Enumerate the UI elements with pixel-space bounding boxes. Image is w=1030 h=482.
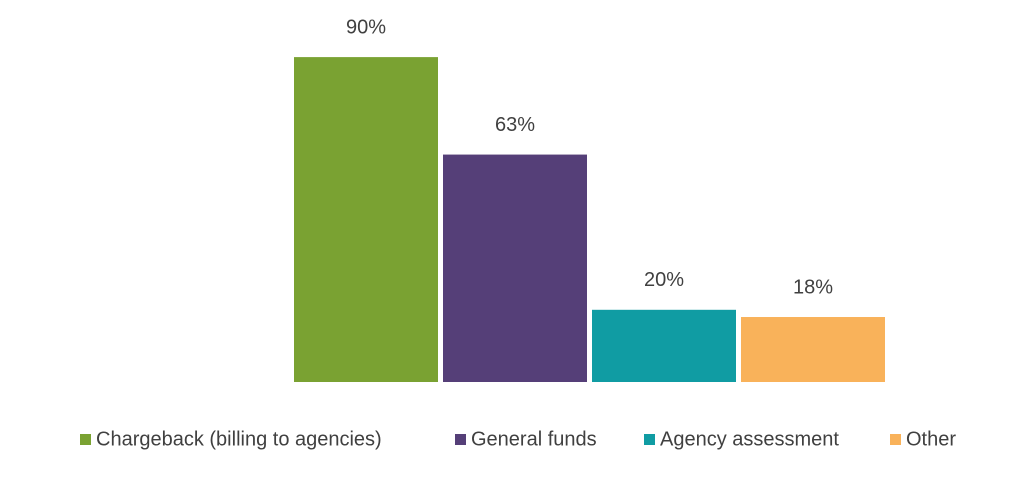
bar — [443, 154, 587, 382]
legend-label: Other — [906, 428, 956, 450]
legend-swatch — [80, 434, 91, 445]
data-label: 63% — [495, 114, 535, 136]
legend-swatch — [455, 434, 466, 445]
legend-label: Agency assessment — [660, 428, 839, 450]
data-label: 90% — [346, 16, 386, 38]
bar — [741, 317, 885, 382]
legend-label: Chargeback (billing to agencies) — [96, 428, 382, 450]
legend-label: General funds — [471, 428, 597, 450]
legend-swatch — [644, 434, 655, 445]
bar — [592, 309, 736, 382]
data-label: 20% — [644, 269, 684, 291]
bar — [294, 57, 438, 382]
legend-swatch — [890, 434, 901, 445]
data-label: 18% — [793, 276, 833, 298]
